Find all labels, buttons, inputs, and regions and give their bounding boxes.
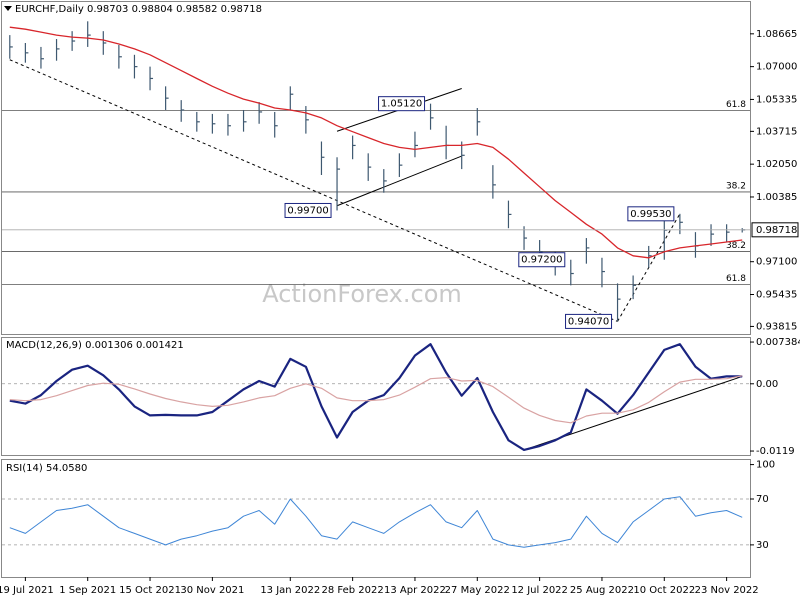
y-tick-label: 1.08665 (756, 29, 797, 40)
y-tick-label: 0.93815 (756, 321, 797, 332)
rsi-panel (1, 459, 751, 578)
readout: 0.001421 (136, 340, 184, 351)
annotation-box (627, 206, 675, 222)
readout: 0.98804 (132, 4, 173, 15)
y-tick-label: 1.07000 (756, 62, 797, 73)
y-tick-label: 1.00385 (756, 192, 797, 203)
indicator-name: MACD(12,26,9) (6, 340, 82, 351)
annotation-label: 0.99700 (287, 205, 328, 216)
trendline (336, 155, 462, 207)
x-tick-label: 10 Oct 2022 (633, 585, 695, 596)
current-price-box (751, 222, 799, 238)
x-tick-label: 1 Sep 2021 (59, 585, 116, 596)
readout: 0.98718 (221, 4, 262, 15)
menu-icon (4, 6, 12, 11)
trendline (9, 59, 618, 322)
annotation-box (378, 96, 426, 112)
indicator-name: RSI(14) (6, 463, 43, 474)
x-tick-label: 25 Aug 2022 (570, 585, 634, 596)
x-tick-label: 27 May 2022 (445, 585, 510, 596)
y-tick-label: 100 (756, 460, 775, 471)
readout: 54.0580 (46, 463, 87, 474)
fib-level-label: 61.8 (726, 274, 746, 284)
series-line (9, 343, 743, 451)
y-tick-label: 1.05335 (756, 94, 797, 105)
macd-panel (1, 337, 751, 456)
y-tick-label: 0.97100 (756, 257, 797, 268)
fib-level-label: 38.2 (726, 241, 746, 251)
y-tick-label: 0.007384 (756, 337, 800, 348)
annotation-label: 0.94070 (568, 316, 609, 327)
y-tick-label: 1.02050 (756, 159, 797, 170)
current-price-label: 0.98718 (756, 225, 797, 236)
y-tick-label: 1.03715 (756, 126, 797, 137)
macd-header: MACD(12,26,9) 0.001306 0.001421 (6, 340, 184, 351)
fib-level-label: 38.2 (726, 181, 746, 191)
rsi-header: RSI(14) 54.0580 (6, 463, 87, 474)
readout: 0.98703 (87, 4, 128, 15)
y-tick-label: 30 (756, 540, 769, 551)
price-header: EURCHF,Daily 0.98703 0.98804 0.98582 0.9… (15, 4, 262, 15)
x-tick-label: 23 Nov 2022 (695, 585, 759, 596)
y-tick-label: 0.00 (756, 379, 778, 390)
y-tick-label: -0.0119 (756, 446, 795, 457)
series-line (9, 496, 743, 548)
y-tick-label: 70 (756, 494, 769, 505)
x-tick-label: 13 Jan 2022 (260, 585, 320, 596)
x-tick-label: 15 Oct 2021 (119, 585, 181, 596)
series-line (9, 26, 743, 259)
annotation-box (565, 313, 613, 329)
annotation-label: 0.97200 (521, 255, 562, 266)
x-tick-label: 28 Feb 2022 (322, 585, 384, 596)
annotation-box (518, 252, 566, 268)
x-tick-label: 12 Jul 2022 (511, 585, 568, 596)
annotation-label: 0.99530 (630, 209, 671, 220)
readout: 0.001306 (85, 340, 133, 351)
price-panel (1, 1, 751, 335)
fib-level-label: 61.8 (726, 100, 746, 110)
annotation-box (284, 202, 332, 218)
annotation-label: 1.05120 (381, 99, 422, 110)
series-line (9, 375, 743, 424)
x-tick-label: 19 Jul 2021 (0, 585, 54, 596)
readout: 0.98582 (176, 4, 217, 15)
x-tick-label: 13 Apr 2022 (384, 585, 446, 596)
x-tick-label: 30 Nov 2021 (180, 585, 244, 596)
symbol: EURCHF,Daily (15, 4, 84, 15)
y-tick-label: 0.95435 (756, 290, 797, 301)
